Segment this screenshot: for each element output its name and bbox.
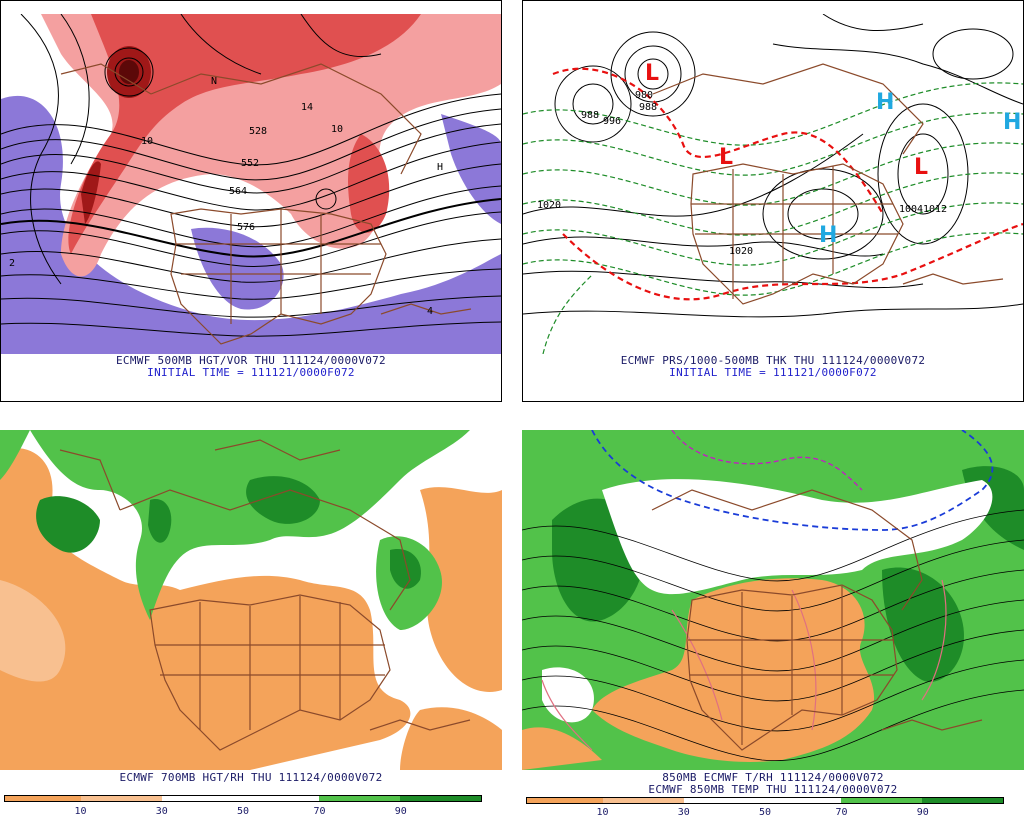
low-marker: L	[719, 145, 733, 170]
panel-700mb-hgt-rh: ECMWF 700MB HGT/RH THU 111124/0000V072 1…	[0, 417, 502, 819]
caption-init-time: INITIAL TIME = 111121/0000F072	[669, 366, 877, 379]
pressure-label: 1020	[537, 200, 561, 211]
height-label: 528	[249, 126, 267, 137]
tick-label: 10	[596, 807, 609, 818]
tick-label: 90	[394, 806, 407, 817]
pressure-label: 988	[581, 110, 599, 121]
colorbar-ticks: 10 30 50 70 90	[526, 807, 1004, 819]
pressure-label: 1012	[923, 204, 947, 215]
rh-colorbar	[4, 795, 482, 802]
pressure-label: 1020	[729, 246, 753, 257]
caption-title: ECMWF 500MB HGT/VOR THU 111124/0000V072	[116, 354, 386, 367]
vort-label: H	[437, 162, 443, 173]
caption-500mb: ECMWF 500MB HGT/VOR THU 111124/0000V072 …	[0, 355, 502, 379]
caption-850mb: 850MB ECMWF T/RH 111124/0000V072 ECMWF 8…	[522, 772, 1024, 796]
height-label: 552	[241, 158, 259, 169]
vort-label: 2	[9, 258, 15, 269]
tick-label: 70	[835, 807, 848, 818]
tick-label: 50	[236, 806, 250, 817]
caption-prs-thk: ECMWF PRS/1000-500MB THK THU 111124/0000…	[522, 355, 1024, 379]
panel-500mb-hgt-vor: ECMWF 500MB HGT/VOR THU 111124/0000V072 …	[0, 0, 502, 402]
vort-label: 4	[427, 306, 433, 317]
tick-label: 30	[155, 806, 168, 817]
pressure-label: 1004	[899, 204, 923, 215]
high-marker: H	[876, 90, 894, 115]
high-marker: H	[819, 223, 837, 248]
500mb-contour-labels: 528 552 564 576 10 14 10 N H 2 4	[9, 76, 443, 317]
tick-label: 90	[916, 807, 929, 818]
caption-subtitle: ECMWF 850MB TEMP THU 111124/0000V072	[648, 783, 898, 796]
tick-label: 70	[313, 806, 326, 817]
height-label: 564	[229, 186, 247, 197]
pressure-label: 996	[603, 116, 621, 127]
high-marker: H	[1003, 110, 1021, 135]
height-label: 576	[237, 222, 255, 233]
vort-label: 14	[301, 102, 313, 113]
map-500mb-vorticity	[1, 14, 501, 354]
rh-colorbar	[526, 797, 1004, 804]
panel-frame	[0, 0, 502, 402]
tick-label: 30	[677, 807, 690, 818]
colorbar-ticks: 10 30 50 70 90	[4, 806, 482, 818]
tick-label: 10	[74, 806, 87, 817]
panel-pressure-thickness: L L L H H H 980 988 988 996 1004 1020 10…	[522, 0, 1024, 402]
low-marker: L	[645, 61, 659, 86]
vort-label: N	[211, 76, 217, 87]
map-850mb-temp-rh	[522, 430, 1024, 770]
pressure-label: 980	[635, 90, 653, 101]
caption-title: 850MB ECMWF T/RH 111124/0000V072	[662, 771, 884, 784]
panel-850mb-t-rh: 850MB ECMWF T/RH 111124/0000V072 ECMWF 8…	[522, 417, 1024, 819]
caption-title: ECMWF 700MB HGT/RH THU 111124/0000V072	[119, 771, 383, 784]
tick-label: 50	[758, 807, 772, 818]
vort-label: 10	[141, 136, 153, 147]
caption-700mb: ECMWF 700MB HGT/RH THU 111124/0000V072	[0, 772, 502, 784]
vort-label: 10	[331, 124, 343, 135]
pressure-label: 988	[639, 102, 657, 113]
map-700mb-rh	[0, 430, 502, 770]
caption-title: ECMWF PRS/1000-500MB THK THU 111124/0000…	[620, 354, 926, 367]
low-marker: L	[914, 155, 928, 180]
caption-init-time: INITIAL TIME = 111121/0000F072	[147, 366, 355, 379]
map-pressure-thickness: L L L H H H 980 988 988 996 1004 1020 10…	[523, 14, 1023, 354]
